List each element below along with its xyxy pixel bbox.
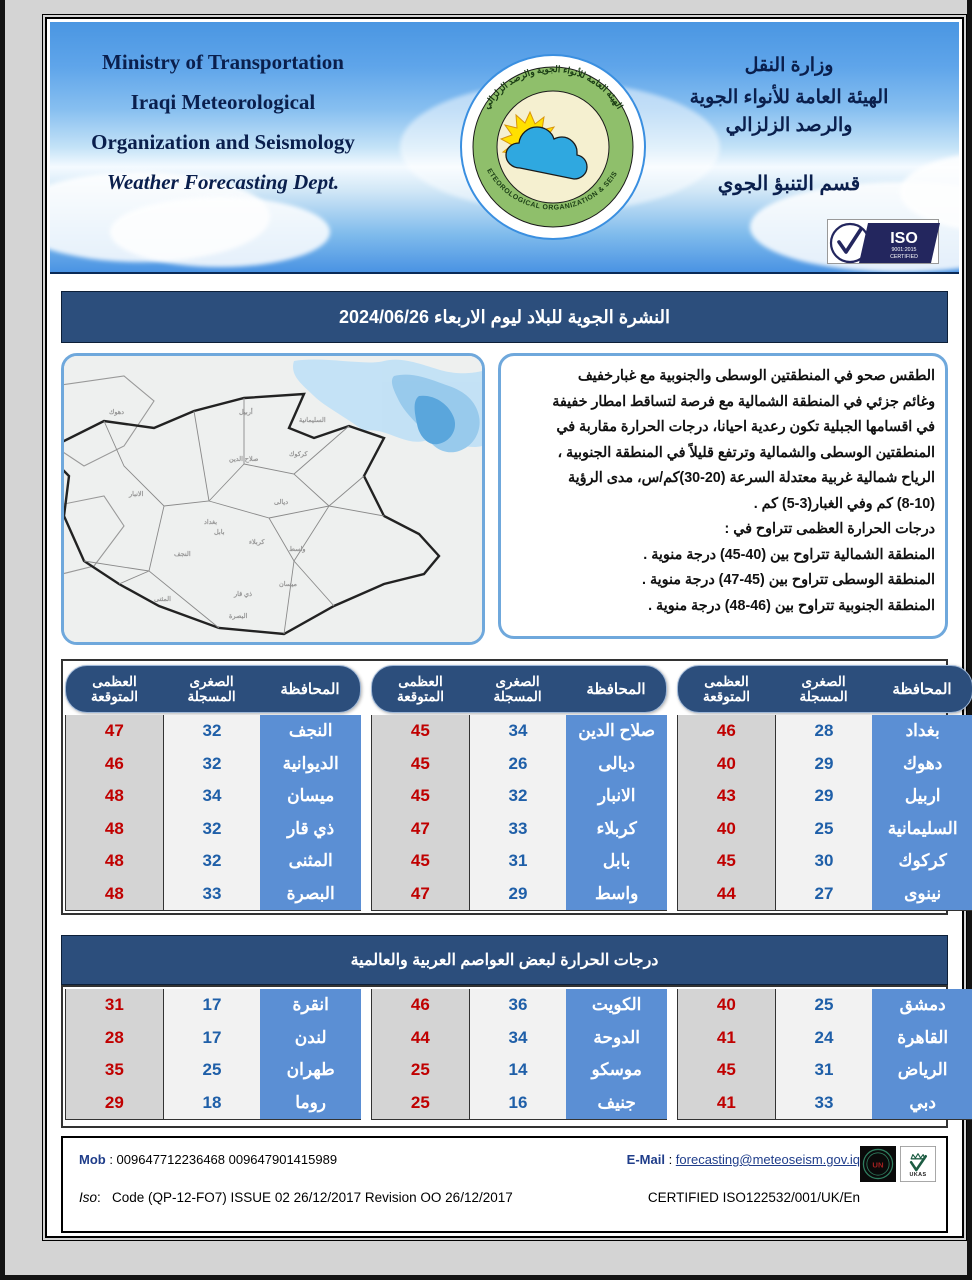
svg-text:بابل: بابل: [214, 528, 225, 536]
svg-text:صلاح الدين: صلاح الدين: [229, 455, 259, 463]
svg-text:دهوك: دهوك: [109, 408, 124, 416]
svg-text:الانبار: الانبار: [128, 490, 144, 498]
svg-text:بغداد: بغداد: [204, 518, 217, 526]
svg-text:كربلاء: كربلاء: [249, 538, 265, 546]
svg-text:البصرة: البصرة: [229, 612, 248, 620]
svg-text:ديالى: ديالى: [274, 498, 288, 506]
svg-text:ذي قار: ذي قار: [233, 590, 252, 599]
svg-text:9001:2015: 9001:2015: [891, 247, 916, 253]
svg-text:كركوك: كركوك: [289, 450, 308, 458]
svg-text:المثنى: المثنى: [154, 595, 171, 603]
svg-text:ISO: ISO: [890, 230, 918, 247]
svg-text:النجف: النجف: [174, 550, 191, 558]
svg-text:UN: UN: [872, 1160, 884, 1169]
svg-text:UKAS: UKAS: [910, 1172, 927, 1178]
svg-text:ميسان: ميسان: [279, 580, 298, 588]
svg-text:واسط: واسط: [289, 545, 306, 553]
svg-text:CERTIFIED: CERTIFIED: [890, 254, 918, 260]
svg-text:السليمانية: السليمانية: [299, 416, 326, 424]
